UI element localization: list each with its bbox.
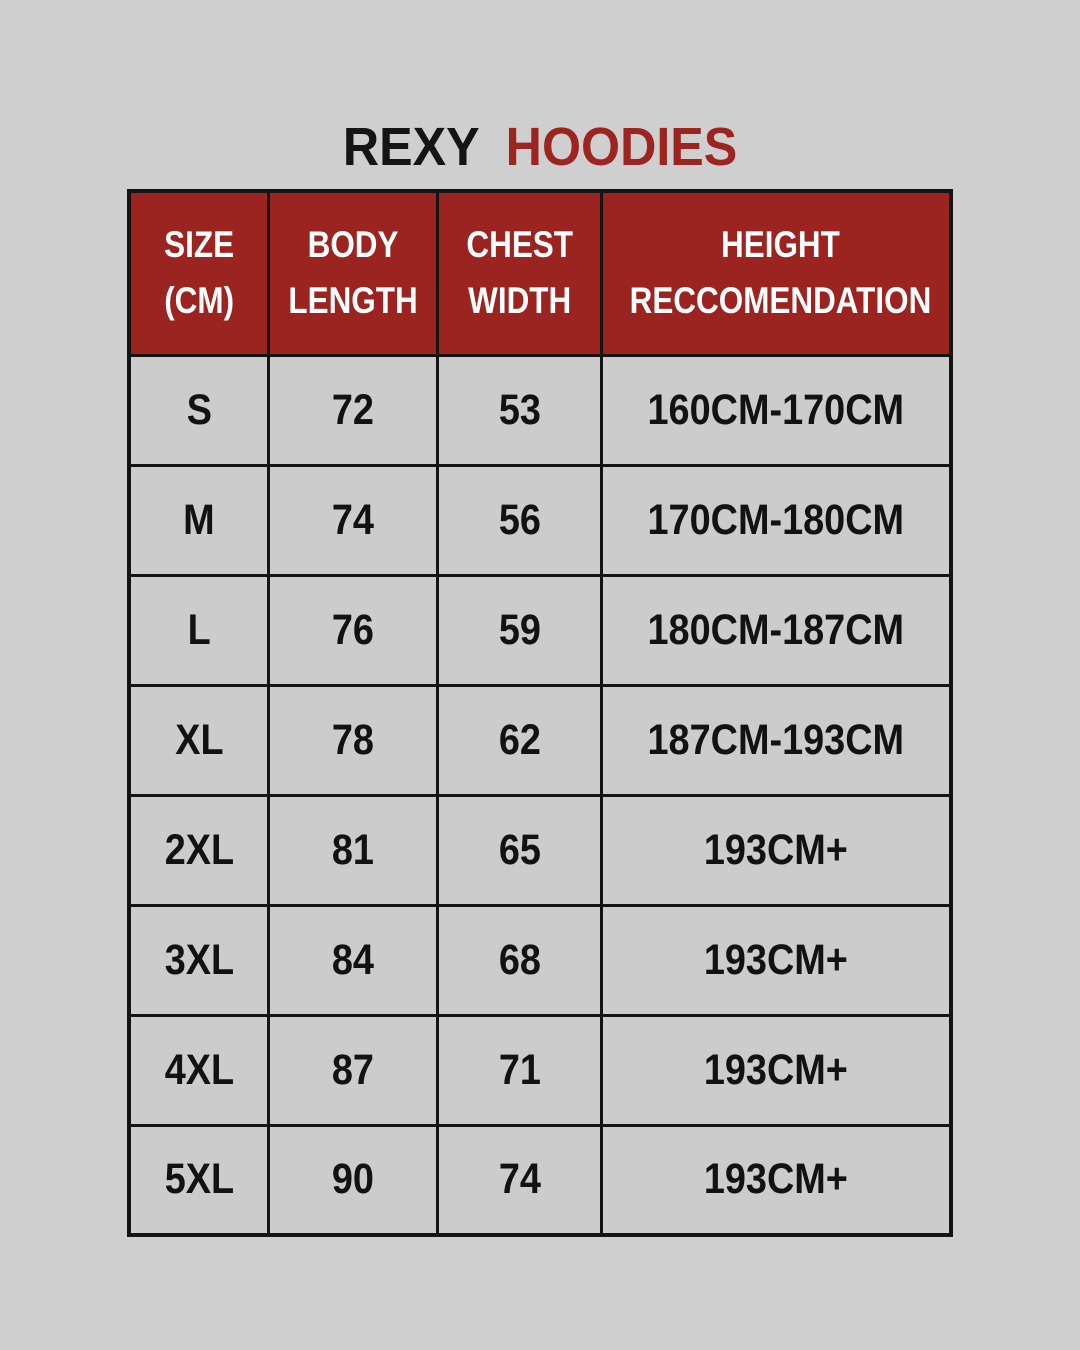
table-row: 4XL 87 71 193CM+ <box>127 1013 953 1127</box>
table-row: M 74 56 170CM-180CM <box>127 463 953 577</box>
height-recommendation-cell: 187CM-193CM <box>600 683 953 797</box>
size-cell: 5XL <box>127 1123 271 1237</box>
height-recommendation-cell: 193CM+ <box>600 903 953 1017</box>
chest-width-cell: 74 <box>435 1123 604 1237</box>
header-chest-width-line1: CHEST <box>466 224 573 266</box>
body-length-cell: 90 <box>267 1123 439 1237</box>
header-chest-width: CHEST WIDTH <box>435 189 604 357</box>
table-row: 5XL 90 74 193CM+ <box>127 1123 953 1237</box>
body-length-cell: 76 <box>267 573 439 687</box>
title-product: HOODIES <box>505 117 738 177</box>
height-recommendation-cell: 193CM+ <box>600 1123 953 1237</box>
page-title: REXY HOODIES <box>0 116 1080 178</box>
table-row: L 76 59 180CM-187CM <box>127 573 953 687</box>
body-length-cell: 72 <box>267 353 439 467</box>
body-length-cell: 74 <box>267 463 439 577</box>
height-recommendation-cell: 193CM+ <box>600 793 953 907</box>
body-length-cell: 78 <box>267 683 439 797</box>
header-height-line2: RECCOMENDATION <box>629 280 932 322</box>
header-height-line1: HEIGHT <box>721 224 840 266</box>
chest-width-cell: 68 <box>435 903 604 1017</box>
header-body-length: BODY LENGTH <box>267 189 439 357</box>
size-chart-table: SIZE (CM) BODY LENGTH CHEST WIDTH <box>127 189 953 1237</box>
chest-width-cell: 56 <box>435 463 604 577</box>
header-body-length-line2: LENGTH <box>288 280 418 322</box>
height-recommendation-cell: 193CM+ <box>600 1013 953 1127</box>
header-body-length-line1: BODY <box>307 224 399 266</box>
header-size-line2: (CM) <box>164 280 235 322</box>
chest-width-cell: 59 <box>435 573 604 687</box>
size-cell: 3XL <box>127 903 271 1017</box>
height-recommendation-cell: 180CM-187CM <box>600 573 953 687</box>
height-recommendation-cell: 170CM-180CM <box>600 463 953 577</box>
body-length-cell: 84 <box>267 903 439 1017</box>
body-length-cell: 87 <box>267 1013 439 1127</box>
height-recommendation-cell: 160CM-170CM <box>600 353 953 467</box>
size-cell: S <box>127 353 271 467</box>
size-cell: M <box>127 463 271 577</box>
table-row: S 72 53 160CM-170CM <box>127 353 953 467</box>
body-length-cell: 81 <box>267 793 439 907</box>
header-size: SIZE (CM) <box>127 189 271 357</box>
header-chest-width-line2: WIDTH <box>467 280 571 322</box>
header-height-recommendation: HEIGHT RECCOMENDATION <box>600 189 953 357</box>
chest-width-cell: 65 <box>435 793 604 907</box>
size-cell: XL <box>127 683 271 797</box>
header-size-line1: SIZE <box>164 224 235 266</box>
table-row: 2XL 81 65 193CM+ <box>127 793 953 907</box>
size-cell: L <box>127 573 271 687</box>
chest-width-cell: 71 <box>435 1013 604 1127</box>
table-row: XL 78 62 187CM-193CM <box>127 683 953 797</box>
size-cell: 2XL <box>127 793 271 907</box>
size-cell: 4XL <box>127 1013 271 1127</box>
chest-width-cell: 53 <box>435 353 604 467</box>
table-header-row: SIZE (CM) BODY LENGTH CHEST WIDTH <box>127 189 953 357</box>
title-brand: REXY <box>342 117 479 177</box>
table-row: 3XL 84 68 193CM+ <box>127 903 953 1017</box>
chest-width-cell: 62 <box>435 683 604 797</box>
